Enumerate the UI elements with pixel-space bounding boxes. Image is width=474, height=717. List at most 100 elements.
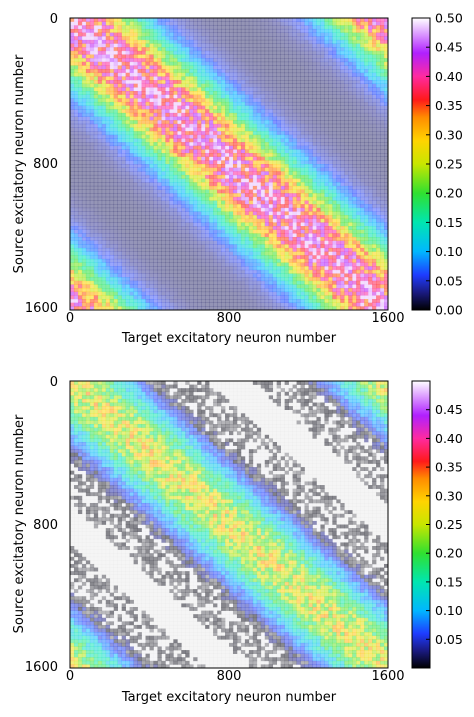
heatmap-cell xyxy=(272,215,278,220)
heatmap-cell xyxy=(70,36,75,41)
heatmap-cell xyxy=(205,164,210,168)
heatmap-cell xyxy=(229,200,234,205)
heatmap-cell xyxy=(272,142,278,147)
heatmap-cell xyxy=(77,215,83,220)
heatmap-cell xyxy=(376,160,381,165)
heatmap-cell xyxy=(221,72,226,77)
heatmap-cell xyxy=(316,127,321,132)
heatmap-cell xyxy=(193,28,198,33)
heatmap-cell xyxy=(141,211,146,216)
heatmap-cell xyxy=(312,105,317,110)
heatmap-cell xyxy=(149,32,154,37)
heatmap-cell xyxy=(324,32,329,37)
heatmap-cell xyxy=(93,28,99,33)
heatmap-cell xyxy=(221,185,226,190)
heatmap-cell xyxy=(356,167,361,172)
heatmap-cell xyxy=(225,101,230,106)
heatmap-cell xyxy=(276,72,281,77)
heatmap-cell xyxy=(229,240,234,245)
heatmap-cell xyxy=(109,153,115,157)
heatmap-cell xyxy=(248,101,254,106)
heatmap-cell xyxy=(205,218,210,223)
heatmap-cell xyxy=(157,196,162,201)
heatmap-cell xyxy=(229,193,234,198)
heatmap-cell xyxy=(332,138,337,143)
heatmap-cell xyxy=(248,47,254,52)
heatmap-cell xyxy=(336,240,341,245)
heatmap-cell xyxy=(113,196,118,201)
heatmap-cell xyxy=(209,134,214,139)
heatmap-cell xyxy=(93,69,99,74)
heatmap-cell xyxy=(77,178,83,183)
heatmap-cell xyxy=(344,222,349,227)
heatmap-cell xyxy=(332,142,337,147)
heatmap-cell xyxy=(93,76,99,81)
heatmap-cell xyxy=(165,69,170,74)
heatmap-cell xyxy=(300,28,305,33)
heatmap-cell xyxy=(376,193,381,198)
heatmap-cell xyxy=(133,138,138,143)
heatmap-cell xyxy=(165,91,170,95)
heatmap-cell xyxy=(205,98,210,103)
heatmap-cell xyxy=(244,149,250,154)
heatmap-cell xyxy=(248,240,254,245)
heatmap-cell xyxy=(240,76,246,81)
heatmap-cell xyxy=(328,215,333,220)
heatmap-cell xyxy=(360,69,365,74)
heatmap-cell xyxy=(205,28,210,33)
heatmap-cell xyxy=(348,131,353,136)
heatmap-cell xyxy=(145,61,150,66)
heatmap-cell xyxy=(221,61,226,66)
heatmap-cell xyxy=(268,43,274,48)
heatmap-cell xyxy=(205,87,210,92)
heatmap-cell xyxy=(113,25,118,30)
heatmap-cell xyxy=(133,174,138,179)
heatmap-cell xyxy=(344,193,349,198)
heatmap-cell xyxy=(264,204,270,209)
heatmap-cell xyxy=(316,222,321,227)
heatmap-cell xyxy=(296,138,301,143)
heatmap-cell xyxy=(252,18,258,22)
heatmap-cell xyxy=(97,76,103,81)
heatmap-cell xyxy=(384,174,389,179)
heatmap-cell xyxy=(165,21,170,26)
heatmap-cell xyxy=(276,69,281,74)
heatmap-cell xyxy=(304,18,309,22)
heatmap-cell xyxy=(244,171,250,176)
heatmap-cell xyxy=(312,18,317,22)
heatmap-cell xyxy=(77,58,83,63)
heatmap-cell xyxy=(276,32,281,37)
heatmap-cell xyxy=(296,167,301,172)
heatmap-cell xyxy=(376,171,381,176)
heatmap-cell xyxy=(157,153,162,157)
heatmap-cell xyxy=(213,87,218,92)
heatmap-cell xyxy=(85,164,91,168)
heatmap-cell xyxy=(125,240,130,245)
heatmap-cell xyxy=(181,120,186,125)
heatmap-cell xyxy=(260,87,266,92)
heatmap-cell xyxy=(93,123,99,128)
heatmap-cell xyxy=(364,65,369,70)
heatmap-cell xyxy=(89,83,95,88)
heatmap-cell xyxy=(348,142,353,147)
heatmap-cell xyxy=(256,28,262,33)
heatmap-1-cells xyxy=(70,18,389,311)
heatmap-cell xyxy=(221,28,226,33)
heatmap-cell xyxy=(125,167,130,172)
heatmap-cell xyxy=(153,240,158,245)
heatmap-cell xyxy=(260,178,266,183)
heatmap-cell xyxy=(308,87,313,92)
heatmap-cell xyxy=(189,61,194,66)
heatmap-cell xyxy=(70,174,75,179)
heatmap-cell xyxy=(324,127,329,132)
heatmap-cell xyxy=(280,61,285,66)
heatmap-cell xyxy=(70,25,75,30)
heatmap-cell xyxy=(221,21,226,26)
heatmap-cell xyxy=(276,116,281,121)
heatmap-cell xyxy=(280,120,285,125)
heatmap-cell xyxy=(364,131,369,136)
heatmap-cell xyxy=(252,101,258,106)
heatmap-cell xyxy=(304,47,309,52)
heatmap-cell xyxy=(101,72,107,77)
heatmap-cell xyxy=(276,91,281,95)
